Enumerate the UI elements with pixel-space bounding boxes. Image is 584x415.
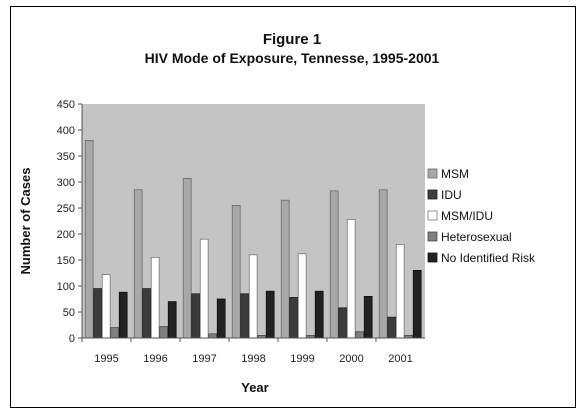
chart-subtitle: HIV Mode of Exposure, Tennesse, 1995-200… [145, 50, 440, 66]
bar-idu-2001 [387, 316, 397, 339]
bar-msm-idu-1998 [248, 254, 258, 339]
x-tick-label: 1996 [143, 353, 167, 365]
bar-msm-idu-2000 [346, 219, 356, 339]
legend-label: Heterosexual [441, 230, 512, 244]
bar-msm-1998 [231, 204, 241, 339]
bar-idu-1995 [93, 288, 103, 339]
bar-heterosexual-1995 [110, 327, 120, 339]
bar-msm-2001 [378, 189, 388, 339]
legend-swatch [427, 189, 438, 200]
legend: MSM IDU MSM/IDU Heterosexual No Identified R… [426, 165, 566, 274]
bar-no-identified-risk-1997 [216, 298, 226, 339]
legend-box [426, 165, 566, 274]
legend-label: MSM [441, 167, 469, 181]
x-tick-label: 1999 [290, 353, 314, 365]
y-axis: 0 50 100 150 200 250 300 350 400 450 [57, 99, 82, 345]
y-axis-label: Number of Cases [18, 168, 33, 275]
x-axis-label: Year [241, 380, 268, 395]
bar-no-identified-risk-2001 [412, 269, 422, 339]
y-tick-label: 400 [57, 125, 75, 137]
y-tick-label: 450 [57, 99, 75, 111]
y-tick-label: 250 [57, 203, 75, 215]
x-tick-label: 2001 [388, 353, 412, 365]
x-tick-label: 1998 [241, 353, 265, 365]
bar-idu-1998 [240, 293, 250, 339]
legend-label: No Identified Risk [441, 251, 536, 265]
legend-swatch [427, 231, 438, 242]
x-tick-label: 1995 [94, 353, 118, 365]
bar-idu-1996 [142, 288, 152, 339]
y-tick-label: 150 [57, 255, 75, 267]
y-tick-label: 100 [57, 281, 75, 293]
bar-msm-1996 [133, 189, 143, 339]
bar-no-identified-risk-1996 [167, 301, 177, 339]
bar-msm-idu-1996 [150, 256, 160, 339]
bar-idu-1999 [289, 297, 299, 339]
bar-msm-2000 [329, 190, 339, 339]
bar-msm-idu-1997 [199, 238, 209, 339]
chart-title: Figure 1 [263, 31, 321, 48]
x-tick-label: 1997 [192, 353, 216, 365]
legend-swatch [427, 210, 438, 221]
bar-msm-idu-1995 [101, 274, 111, 339]
x-tick-label: 2000 [339, 353, 363, 365]
y-tick-label: 350 [57, 151, 75, 163]
bar-no-identified-risk-2000 [363, 295, 373, 339]
bar-msm-1995 [84, 139, 94, 339]
bar-heterosexual-1996 [159, 326, 169, 339]
legend-swatch [427, 252, 438, 263]
bar-idu-2000 [338, 307, 348, 339]
bar-msm-idu-2001 [395, 243, 405, 339]
legend-swatch [427, 168, 438, 179]
y-tick-label: 50 [63, 307, 75, 319]
bar-heterosexual-2000 [355, 331, 365, 339]
bar-msm-1997 [182, 177, 192, 339]
bar-no-identified-risk-1995 [118, 291, 128, 339]
y-tick-label: 0 [69, 333, 75, 345]
bar-heterosexual-1997 [208, 333, 218, 339]
bar-msm-idu-1999 [297, 253, 307, 339]
x-axis: 1995 1996 1997 1998 1999 2000 2001 [81, 338, 413, 365]
bar-no-identified-risk-1998 [265, 290, 275, 339]
y-tick-label: 200 [57, 229, 75, 241]
bar-idu-1997 [191, 293, 201, 339]
bar-msm-1999 [280, 199, 290, 339]
legend-label: IDU [441, 188, 462, 202]
legend-label: MSM/IDU [441, 209, 493, 223]
y-tick-label: 300 [57, 177, 75, 189]
bar-no-identified-risk-1999 [314, 290, 324, 339]
